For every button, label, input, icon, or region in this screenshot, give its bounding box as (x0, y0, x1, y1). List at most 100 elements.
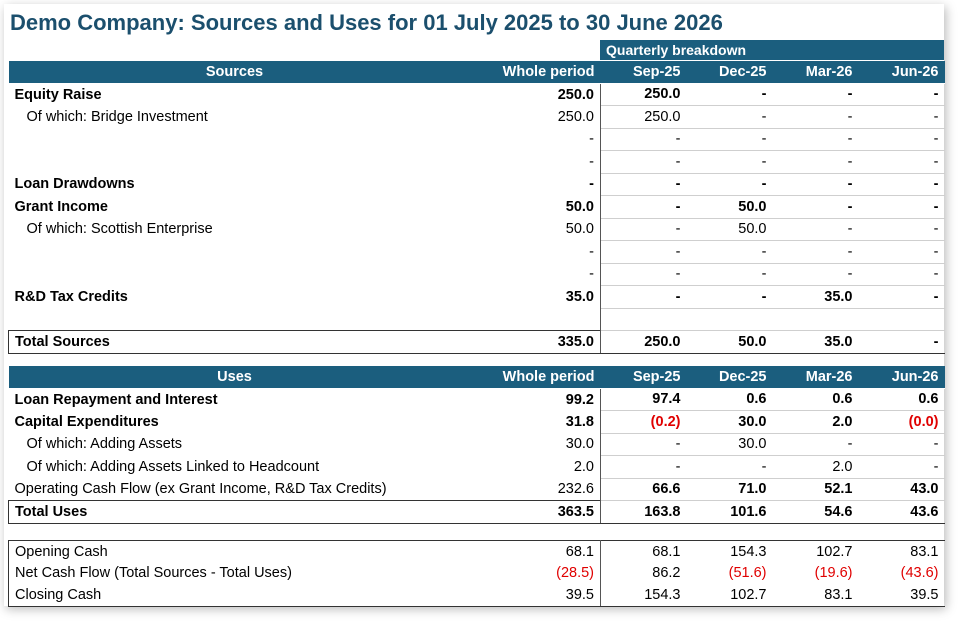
whole-period-value: 250.0 (460, 83, 601, 106)
quarter-value: - (686, 128, 773, 151)
uses-table: Uses Whole period Sep-25 Dec-25 Mar-26 J… (8, 366, 945, 524)
row-label: Of which: Bridge Investment (26, 108, 208, 125)
quarter-value: - (686, 105, 773, 129)
table-row: ----- (9, 240, 945, 264)
quarter-value: 0.6 (686, 388, 773, 411)
quarter-value: 2.0 (772, 455, 859, 479)
row-label: Of which: Scottish Enterprise (26, 221, 213, 238)
quarter-value: - (772, 105, 859, 129)
whole-period-value: - (460, 263, 601, 286)
quarter-value: 83.1 (772, 584, 859, 607)
quarter-value: - (686, 150, 773, 174)
table-row: ----- (9, 263, 945, 286)
quarter-value: - (858, 83, 945, 106)
quarter-value: - (858, 240, 945, 264)
row-label: Grant Income (14, 198, 108, 215)
period-header: Jun-26 (858, 61, 945, 84)
row-label: Of which: Adding Assets Linked to Headco… (26, 458, 320, 475)
quarter-value: - (858, 218, 945, 241)
quarter-value: - (858, 150, 945, 174)
quarter-value (858, 308, 945, 331)
row-label: Closing Cash (8, 584, 461, 607)
quarter-value: 0.6 (772, 388, 859, 411)
quarter-value: (19.6) (814, 565, 853, 582)
quarter-value: - (600, 240, 687, 264)
period-header: Sep-25 (600, 366, 687, 389)
table-row: Equity Raise 250.0 250.0- - - (9, 83, 945, 106)
whole-period-header: Whole period (460, 366, 601, 389)
quarter-value: 50.0 (686, 218, 773, 241)
quarter-value: - (600, 195, 687, 219)
quarter-value: - (858, 263, 945, 286)
quarter-value: 101.6 (686, 500, 773, 524)
whole-period-value (460, 308, 601, 331)
whole-period-value: 30.0 (460, 433, 601, 456)
quarter-value: - (858, 173, 945, 196)
total-sources-row: Total Sources 335.0 250.0 50.0 35.0- (8, 330, 945, 354)
quarter-value: - (772, 128, 859, 151)
quarter-value (686, 308, 773, 331)
quarter-value: - (858, 105, 945, 129)
table-row (9, 308, 945, 331)
quarter-value: - (686, 285, 773, 309)
quarter-value: 154.3 (686, 540, 773, 563)
row-label: Opening Cash (8, 540, 461, 563)
table-row: ----- (9, 150, 945, 174)
quarter-value: 30.0 (686, 433, 773, 456)
table-row: Loan Repayment and Interest 99.2 97.4 0.6 0.… (9, 388, 945, 411)
row-label (9, 128, 461, 151)
quarter-value: 2.0 (772, 410, 859, 434)
period-header: Jun-26 (858, 366, 945, 389)
quarter-value: 43.6 (858, 500, 945, 524)
cash-row: Opening Cash 68.1 68.1 154.3 102.7 83.1 (8, 540, 945, 563)
quarter-value: 0.6 (858, 388, 945, 411)
quarter-value: - (858, 455, 945, 479)
sources-header-row: Sources Whole period Sep-25 Dec-25 Mar-2… (8, 61, 945, 84)
table-row: Capital Expenditures 31.8 (0.2) 30.0 2.0 (0.0… (9, 410, 945, 434)
quarter-value: 54.6 (772, 500, 859, 524)
quarter-value: 102.7 (772, 540, 859, 563)
row-label: Operating Cash Flow (ex Grant Income, R&… (14, 481, 387, 497)
whole-period-value: 39.5 (460, 584, 601, 607)
quarter-value: 102.7 (686, 584, 773, 607)
whole-period-value: 232.6 (460, 478, 601, 501)
whole-period-value: 35.0 (460, 285, 601, 308)
quarter-value: 250.0 (600, 105, 687, 129)
row-label: Total Sources (8, 330, 461, 354)
cash-row: Net Cash Flow (Total Sources - Total Use… (8, 562, 945, 584)
uses-header: Uses (8, 366, 461, 389)
period-header: Mar-26 (772, 61, 859, 84)
row-label: Total Uses (8, 500, 461, 524)
quarter-value: 71.0 (686, 478, 773, 501)
row-label (9, 308, 461, 331)
whole-period-value: 250.0 (460, 105, 601, 128)
row-label (9, 241, 461, 264)
table-row: Of which: Adding Assets 30.0-30.0- - (9, 433, 945, 456)
whole-period-value: 68.1 (460, 540, 601, 563)
table-row: Loan Drawdowns - - - - - (9, 173, 945, 196)
quarter-value: - (772, 150, 859, 174)
table-row: Grant Income 50.0-50.0- - (9, 195, 945, 219)
whole-period-value: (28.5) (460, 562, 601, 584)
quarter-value: - (600, 455, 687, 479)
quarter-value: - (600, 263, 687, 286)
quarter-value: - (600, 128, 687, 151)
quarter-value: - (686, 173, 773, 196)
quarter-value: 35.0 (772, 285, 859, 309)
quarter-value: 86.2 (652, 565, 681, 582)
table-row: Of which: Adding Assets Linked to Headco… (9, 455, 945, 479)
row-label: Loan Repayment and Interest (14, 391, 218, 408)
quarter-value: - (600, 173, 687, 196)
quarter-value: (43.6) (900, 565, 939, 582)
row-label: Capital Expenditures (14, 413, 159, 430)
quarter-value: - (600, 433, 687, 456)
whole-period-value: 31.8 (460, 410, 601, 433)
quarter-value: 52.1 (772, 478, 859, 501)
quarter-value: 250.0 (600, 330, 687, 354)
uses-header-row: Uses Whole period Sep-25 Dec-25 Mar-26 J… (8, 366, 945, 389)
table-row: R&D Tax Credits 35.0- -35.0- (9, 285, 945, 309)
quarter-value: 50.0 (686, 330, 773, 354)
table-row: Of which: Bridge Investment 250.0 250.0- - - (9, 105, 945, 129)
quarter-value: 250.0 (600, 83, 687, 106)
whole-period-value: 99.2 (460, 388, 601, 411)
